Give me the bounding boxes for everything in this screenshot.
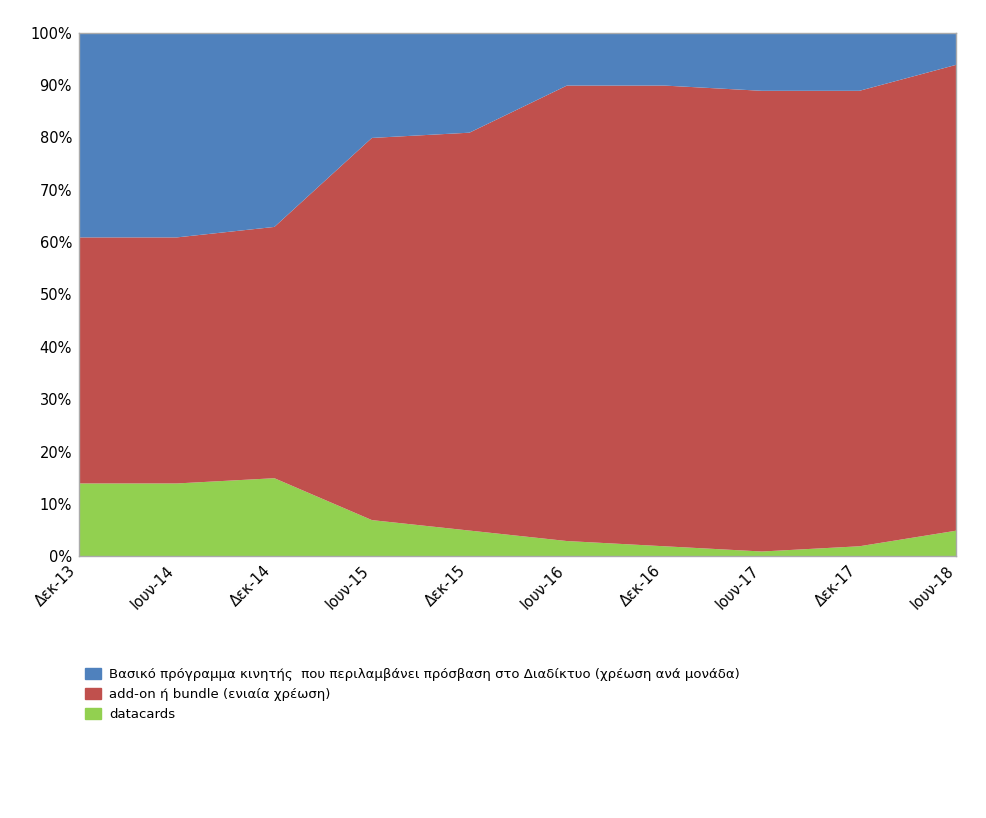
Legend: Βασικό πρόγραμμα κινητής  που περιλαμβάνει πρόσβαση στο Διαδίκτυο (χρέωση ανά μο: Βασικό πρόγραμμα κινητής που περιλαμβάνε…	[86, 667, 740, 721]
